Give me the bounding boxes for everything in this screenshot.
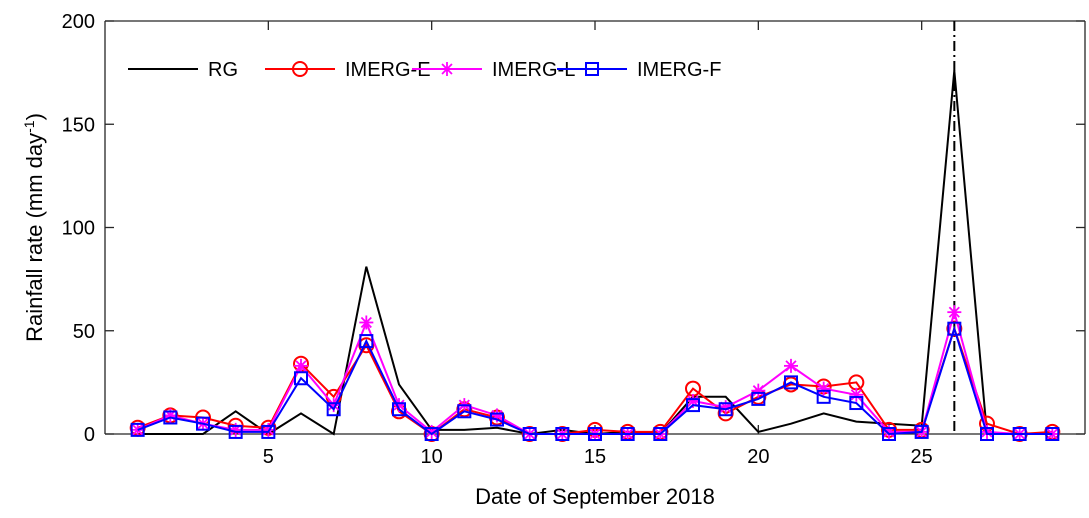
square-marker bbox=[261, 424, 276, 439]
square-marker bbox=[1012, 427, 1027, 441]
legend-label: RG bbox=[208, 59, 238, 81]
x-tick-label: 10 bbox=[421, 446, 443, 468]
square-marker bbox=[947, 321, 962, 336]
legend-label: IMERG-F bbox=[637, 59, 721, 81]
series-line bbox=[137, 70, 1053, 436]
star-marker bbox=[359, 315, 374, 330]
square-marker bbox=[196, 416, 210, 431]
square-marker bbox=[490, 412, 504, 427]
y-axis-title: Rainfall rate (mm day-1) bbox=[21, 113, 47, 342]
square-marker bbox=[653, 427, 668, 441]
star-stroke bbox=[752, 385, 764, 397]
star-marker bbox=[947, 305, 962, 320]
series-line bbox=[137, 325, 1053, 436]
circle-marker bbox=[292, 61, 308, 77]
y-tick-label: 50 bbox=[73, 321, 95, 343]
star-stroke bbox=[441, 63, 453, 75]
star-stroke bbox=[687, 395, 699, 407]
square-marker bbox=[686, 398, 700, 413]
x-axis-title: Date of September 2018 bbox=[475, 484, 715, 509]
y-axis-title-main: Rainfall rate (mm day bbox=[22, 133, 47, 342]
legend-entry-imerg-f: IMERG-F bbox=[557, 59, 721, 81]
square-marker bbox=[555, 427, 570, 441]
series-rg bbox=[137, 70, 1053, 436]
square-marker bbox=[359, 334, 374, 349]
y-axis-title-superscript: -1 bbox=[21, 120, 37, 133]
square-marker bbox=[326, 402, 341, 417]
legend: RG IMERG-E IMERG-L IMERG-F bbox=[128, 59, 721, 81]
series-layer bbox=[129, 70, 1061, 442]
y-axis-title-suffix: ) bbox=[22, 113, 47, 120]
x-tick-label: 20 bbox=[747, 446, 769, 468]
square-marker bbox=[849, 396, 864, 411]
x-tick-label: 5 bbox=[263, 446, 274, 468]
star-stroke bbox=[295, 360, 307, 372]
legend-entry-rg: RG bbox=[128, 59, 238, 81]
square-marker bbox=[424, 427, 439, 441]
square-marker bbox=[163, 410, 178, 425]
star-marker bbox=[751, 383, 766, 398]
star-stroke bbox=[850, 389, 862, 401]
star-stroke bbox=[1046, 428, 1058, 440]
square-marker bbox=[392, 402, 406, 417]
star-stroke bbox=[132, 424, 144, 436]
square-marker bbox=[294, 371, 308, 386]
square-marker bbox=[620, 427, 635, 441]
star-marker bbox=[816, 381, 831, 396]
square-marker bbox=[751, 391, 766, 406]
square-marker bbox=[718, 402, 733, 417]
square-marker bbox=[1045, 427, 1060, 441]
legend-label: IMERG-L bbox=[492, 59, 575, 81]
star-stroke bbox=[360, 316, 372, 329]
star-marker bbox=[130, 422, 145, 437]
square-marker bbox=[457, 404, 472, 419]
y-tick-label: 100 bbox=[62, 218, 95, 240]
star-marker bbox=[440, 62, 454, 76]
square-marker bbox=[588, 427, 602, 441]
star-marker bbox=[784, 358, 798, 373]
y-tick-label: 150 bbox=[62, 114, 95, 136]
star-stroke bbox=[948, 306, 960, 318]
series-imerg-e bbox=[129, 320, 1061, 442]
series-imerg-f bbox=[130, 321, 1060, 441]
star-stroke bbox=[785, 360, 797, 372]
x-tick-label: 25 bbox=[911, 446, 933, 468]
star-stroke bbox=[393, 399, 405, 411]
series-line bbox=[137, 308, 1053, 435]
y-tick-label: 200 bbox=[62, 11, 95, 33]
star-marker bbox=[849, 387, 864, 402]
star-marker bbox=[294, 358, 308, 373]
square-marker bbox=[882, 427, 896, 441]
legend-entry-imerg-e: IMERG-E bbox=[265, 59, 431, 81]
y-tick-label: 0 bbox=[84, 424, 95, 446]
square-marker bbox=[980, 427, 994, 441]
square-marker bbox=[228, 424, 243, 439]
square-marker bbox=[816, 389, 831, 404]
x-tick-label: 15 bbox=[584, 446, 606, 468]
square-marker bbox=[914, 424, 929, 439]
square-marker bbox=[522, 427, 537, 441]
legend-entry-imerg-l: IMERG-L bbox=[412, 59, 575, 81]
square-marker bbox=[784, 375, 798, 390]
legend-label: IMERG-E bbox=[345, 59, 431, 81]
square-marker bbox=[585, 62, 599, 76]
star-stroke bbox=[818, 382, 830, 395]
square-marker bbox=[130, 422, 145, 437]
